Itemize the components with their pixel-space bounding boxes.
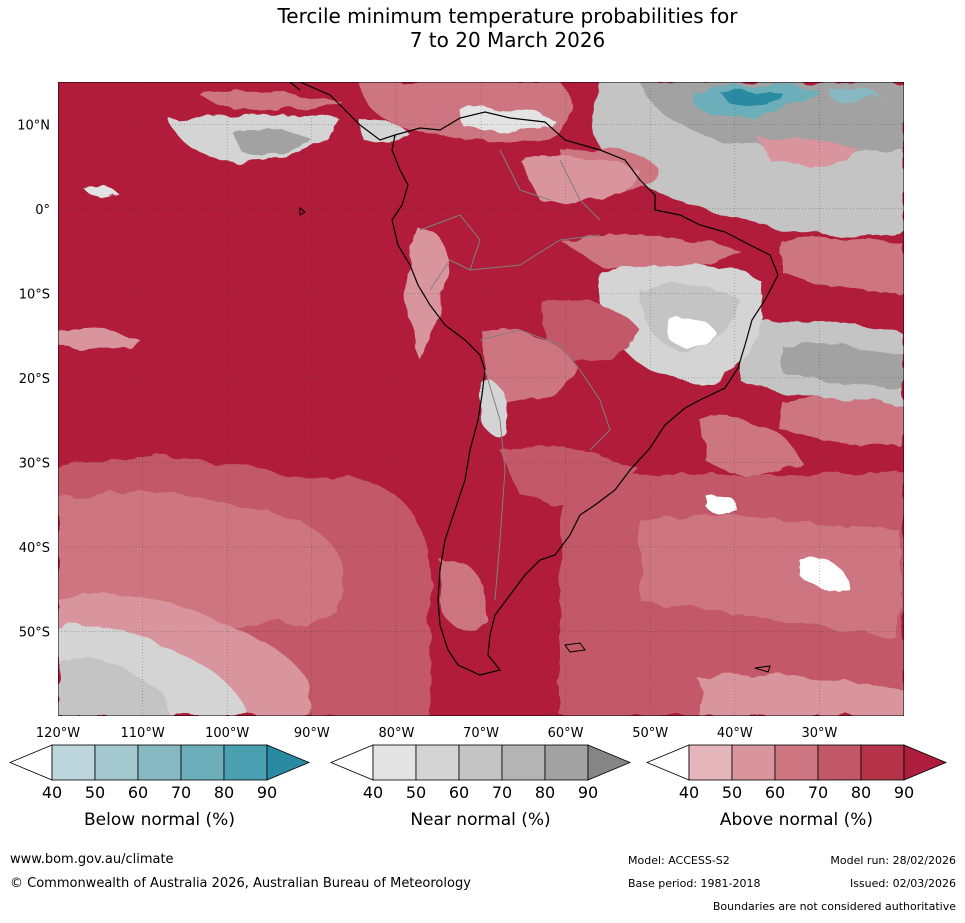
- legend-0-tick-0: 40: [42, 783, 62, 802]
- legend-0-swatch-4: [223, 744, 268, 781]
- legend-2-swatch-2: [774, 744, 819, 781]
- legend-1-swatch-4: [544, 744, 589, 781]
- map-title: Tercile minimum temperature probabilitie…: [0, 4, 965, 52]
- boundaries-disclaimer: Boundaries are not considered authoritat…: [712, 900, 956, 913]
- graticule: [58, 82, 904, 716]
- lat-label-1: 0°: [35, 203, 50, 218]
- lon-label-7: 50°W: [632, 726, 668, 741]
- legend-2: 40 50 60 70 80 90 Above normal (%): [645, 744, 948, 830]
- legend-0-swatch-1: [94, 744, 139, 781]
- lon-label-8: 40°W: [717, 726, 753, 741]
- legend-2-tick-4: 80: [851, 783, 871, 802]
- legend-2-low-extend: [645, 744, 690, 781]
- legend-1-tick-0: 40: [363, 783, 383, 802]
- legend-1-tick-2: 60: [449, 783, 469, 802]
- lon-label-5: 70°W: [463, 726, 499, 741]
- probability-shading: [58, 82, 904, 716]
- website-link[interactable]: www.bom.gov.au/climate: [10, 852, 174, 867]
- legend-1: 40 50 60 70 80 90 Near normal (%): [329, 744, 632, 830]
- south-america-coastline: [391, 111, 779, 676]
- legend-2-tick-2: 60: [765, 783, 785, 802]
- legend-0-tick-3: 70: [171, 783, 191, 802]
- legend-1-swatch-1: [415, 744, 460, 781]
- lon-label-0: 120°W: [36, 726, 80, 741]
- legend-0-swatch-3: [180, 744, 225, 781]
- legend-1-tick-4: 80: [535, 783, 555, 802]
- legend-1-low-extend: [329, 744, 374, 781]
- legend-0-tick-4: 80: [214, 783, 234, 802]
- legend-0-tick-1: 50: [85, 783, 105, 802]
- longitude-labels: 120°W 110°W 100°W 90°W 80°W 70°W 60°W 50°W 40°W 3…: [36, 726, 838, 741]
- issued-date: Issued: 02/03/2026: [849, 877, 956, 890]
- lat-label-2: 10°S: [19, 287, 50, 302]
- colorbar-legends: 40 50 60 70 80 90 Below normal (%) 40 50 60 70 80 90…: [8, 744, 948, 830]
- legend-1-label: Near normal (%): [410, 810, 550, 830]
- central-america-coastline: [289, 82, 396, 141]
- legend-0: 40 50 60 70 80 90 Below normal (%): [8, 744, 311, 830]
- lon-label-3: 90°W: [294, 726, 330, 741]
- legend-1-tick-3: 70: [492, 783, 512, 802]
- islands: [299, 206, 771, 673]
- legend-1-swatch-2: [458, 744, 503, 781]
- legend-2-swatch-3: [817, 744, 862, 781]
- lon-label-1: 110°W: [121, 726, 165, 741]
- model-name: Model: ACCESS-S2: [628, 854, 730, 867]
- lon-label-6: 60°W: [548, 726, 584, 741]
- lat-label-6: 50°S: [19, 625, 50, 640]
- legend-0-label: Below normal (%): [84, 810, 235, 830]
- map-panel: [58, 82, 904, 716]
- legend-2-swatch-4: [860, 744, 905, 781]
- country-borders: [419, 149, 611, 601]
- lat-label-5: 40°S: [19, 541, 50, 556]
- lat-label-4: 30°S: [19, 456, 50, 471]
- legend-0-low-extend: [8, 744, 53, 781]
- legend-2-label: Above normal (%): [720, 810, 873, 830]
- legend-0-tick-5: 90: [257, 783, 277, 802]
- legend-0-high-extend: [266, 744, 311, 781]
- title-line-2: 7 to 20 March 2026: [409, 28, 606, 52]
- legend-1-tick-1: 50: [406, 783, 426, 802]
- legend-2-tick-5: 90: [894, 783, 914, 802]
- base-period: Base period: 1981-2018: [628, 877, 761, 890]
- legend-2-tick-1: 50: [722, 783, 742, 802]
- legend-0-swatch-2: [137, 744, 182, 781]
- legend-1-swatch-3: [501, 744, 546, 781]
- legend-2-swatch-1: [731, 744, 776, 781]
- lat-label-0: 10°N: [17, 118, 50, 133]
- latitude-labels: 10°N 0° 10°S 20°S 30°S 40°S 50°S: [17, 118, 50, 640]
- legend-0-tick-2: 60: [128, 783, 148, 802]
- model-run-date: Model run: 28/02/2026: [830, 854, 956, 867]
- legend-2-high-extend: [903, 744, 948, 781]
- legend-0-swatch-0: [51, 744, 96, 781]
- lon-label-4: 80°W: [378, 726, 414, 741]
- copyright-text: © Commonwealth of Australia 2026, Austra…: [10, 876, 471, 891]
- legend-2-tick-0: 40: [679, 783, 699, 802]
- legend-1-swatch-0: [372, 744, 417, 781]
- legend-2-tick-3: 70: [808, 783, 828, 802]
- legend-2-swatch-0: [688, 744, 733, 781]
- legend-1-tick-5: 90: [578, 783, 598, 802]
- lon-label-2: 100°W: [205, 726, 249, 741]
- lon-label-9: 30°W: [801, 726, 837, 741]
- lat-label-3: 20°S: [19, 372, 50, 387]
- title-line-1: Tercile minimum temperature probabilitie…: [277, 4, 738, 28]
- legend-1-high-extend: [587, 744, 632, 781]
